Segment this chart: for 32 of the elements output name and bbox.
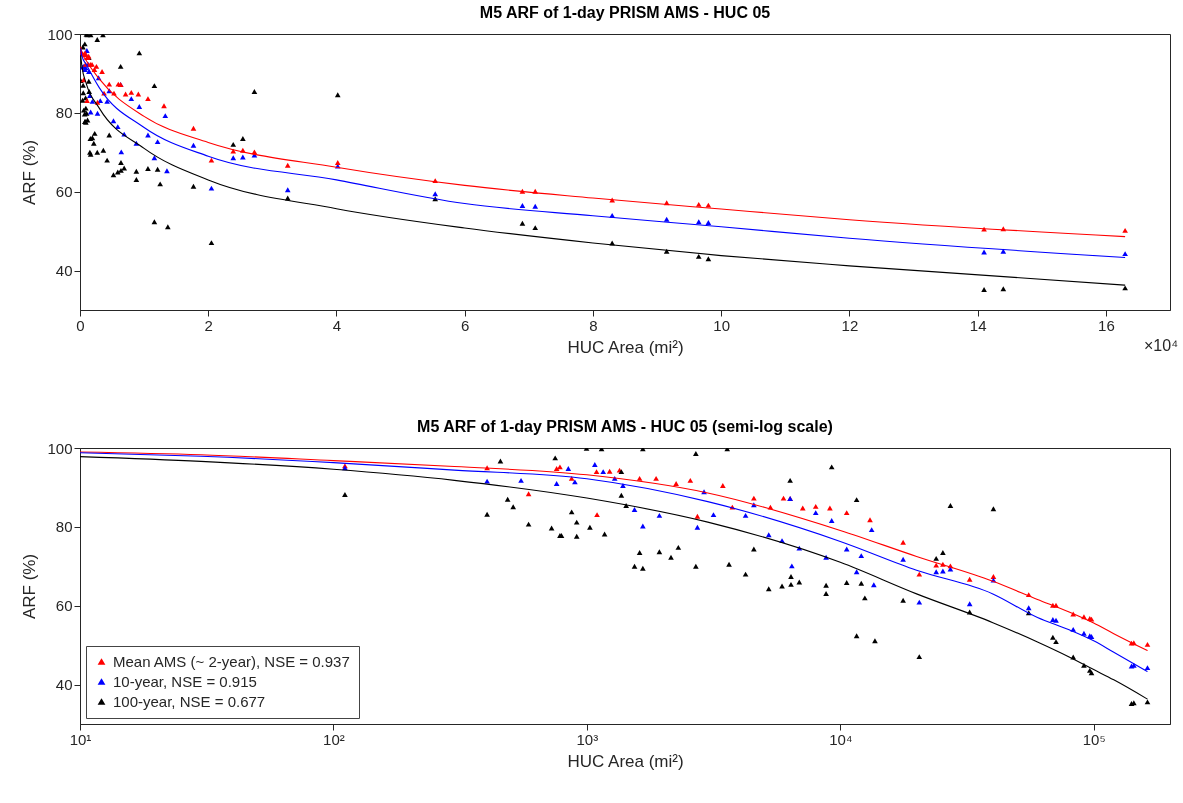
x-tick-label: 12 — [841, 316, 859, 334]
y-tick-label: 100 — [47, 439, 73, 457]
y-axis-title: ARF (%) — [20, 139, 40, 206]
x-tick-label: 2 — [204, 316, 213, 334]
legend-label: 10-year, NSE = 0.915 — [113, 672, 257, 690]
y-tick-label: 60 — [55, 183, 73, 201]
y-tick-label: 60 — [55, 597, 73, 615]
y-tick-label: 80 — [55, 104, 73, 122]
y-axis-title: ARF (%) — [20, 553, 40, 620]
x-tick-label: 10³ — [576, 730, 599, 748]
x-tick-label: 6 — [461, 316, 470, 334]
x-tick-label: 14 — [969, 316, 987, 334]
x-tick-label: 10⁵ — [1082, 730, 1106, 748]
legend-label: Mean AMS (~ 2-year), NSE = 0.937 — [113, 652, 350, 670]
x-tick-label: 0 — [76, 316, 85, 334]
y-tick-label: 40 — [55, 262, 73, 280]
chart-title: M5 ARF of 1-day PRISM AMS - HUC 05 — [479, 4, 771, 21]
x-axis-title: HUC Area (mi²) — [567, 337, 684, 357]
x-tick-label: 10² — [323, 730, 345, 748]
y-tick-label: 100 — [47, 25, 73, 43]
x-tick-label: 10¹ — [69, 730, 92, 748]
y-tick-label: 40 — [55, 676, 73, 694]
x-tick-label: 10 — [713, 316, 731, 334]
x-tick-label: 16 — [1098, 316, 1115, 334]
legend-label: 100-year, NSE = 0.677 — [113, 692, 266, 710]
chart-title: M5 ARF of 1-day PRISM AMS - HUC 05 (semi-log scale) — [417, 418, 833, 435]
x-tick-label: 8 — [589, 316, 598, 334]
x-tick-label: 4 — [332, 316, 342, 334]
text: ×10⁴ — [1143, 337, 1179, 354]
x-tick-label: 10⁴ — [829, 730, 853, 748]
x-axis-title: HUC Area (mi²) — [567, 751, 684, 771]
y-tick-label: 80 — [55, 518, 73, 536]
